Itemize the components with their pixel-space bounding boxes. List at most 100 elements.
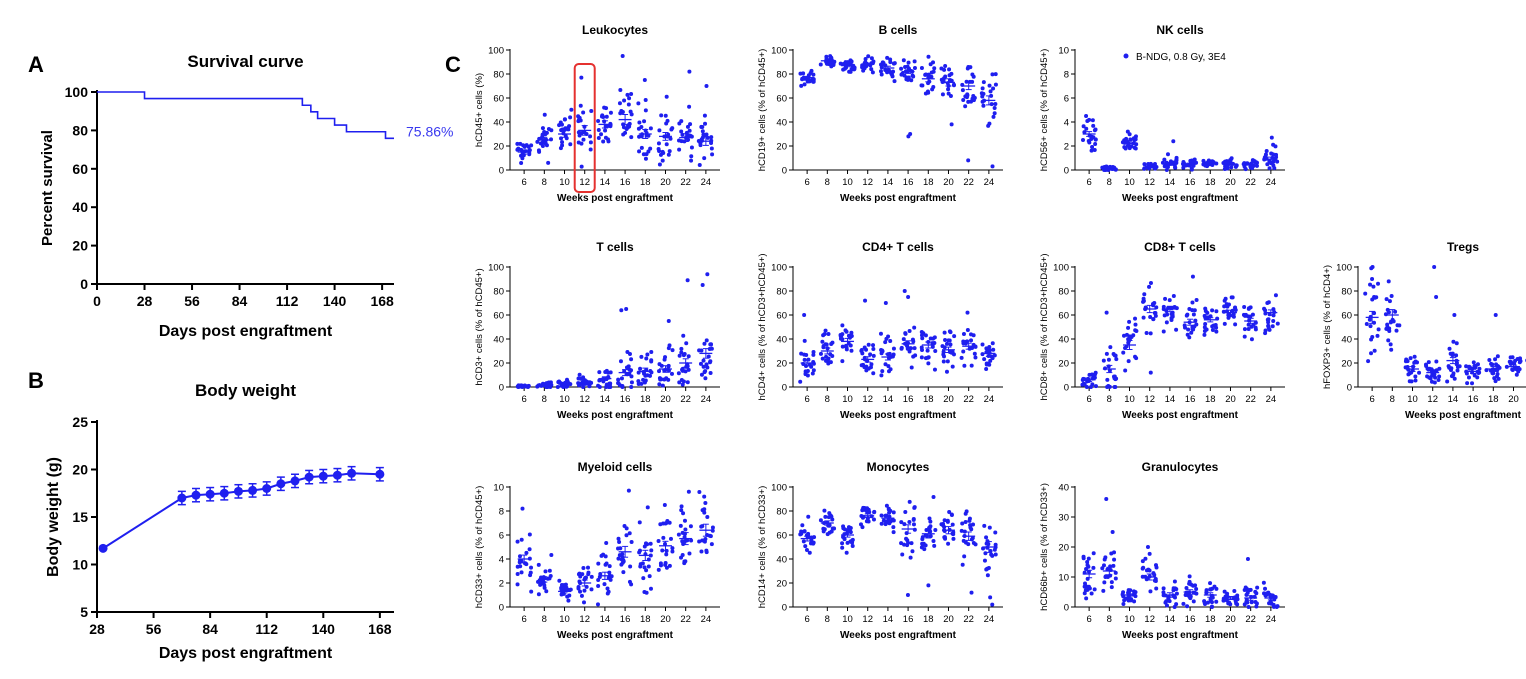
tregs-outlier-point xyxy=(1432,265,1436,269)
bcells-point xyxy=(943,64,947,68)
bcells-point xyxy=(973,96,977,100)
monocytes-point xyxy=(950,513,954,517)
granulocytes-point xyxy=(1265,591,1269,595)
bodyweight-x-tick-label: 140 xyxy=(312,621,336,637)
bcells-x-tick-label: 14 xyxy=(883,177,894,188)
leukocytes-point xyxy=(527,152,531,156)
tregs-point xyxy=(1433,380,1437,384)
myeloid-point xyxy=(649,542,653,546)
myeloid-point xyxy=(546,577,550,581)
bcells-point xyxy=(880,65,884,69)
bcells-point xyxy=(931,60,935,64)
cd4tcells-point xyxy=(861,363,865,367)
bodyweight-x-tick-label: 168 xyxy=(368,621,392,637)
cd8tcells-point xyxy=(1254,326,1258,330)
tcells-x-tick-label: 22 xyxy=(680,394,691,405)
tregs-point xyxy=(1470,381,1474,385)
bcells-point xyxy=(942,68,946,72)
leukocytes-point xyxy=(698,163,702,167)
monocytes-point xyxy=(800,523,804,527)
bcells-point xyxy=(961,98,965,102)
granulocytes-x-tick-label: 10 xyxy=(1124,614,1135,625)
bcells-x-tick-label: 6 xyxy=(804,177,809,188)
myeloid-point xyxy=(664,561,668,565)
granulocytes-point xyxy=(1193,583,1197,587)
cd8tcells-point xyxy=(1149,331,1153,335)
leukocytes-point xyxy=(568,115,572,119)
monocytes-point xyxy=(867,510,871,514)
monocytes-point xyxy=(928,520,932,524)
tregs-point xyxy=(1385,297,1389,301)
leukocytes-point xyxy=(541,144,545,148)
myeloid-point xyxy=(680,539,684,543)
cd8tcells-point xyxy=(1214,323,1218,327)
myeloid-point xyxy=(566,599,570,603)
bcells-point xyxy=(911,75,915,79)
monocytes-y-axis-label: hCD14+ cells (% of hCD33+) xyxy=(757,486,768,609)
cd4tcells-y-tick-label: 20 xyxy=(776,359,787,370)
cd4tcells-point xyxy=(840,359,844,363)
tregs-point xyxy=(1376,282,1380,286)
leukocytes-point xyxy=(627,103,631,107)
granulocytes-point xyxy=(1208,581,1212,585)
leukocytes-y-tick-label: 80 xyxy=(493,70,504,81)
granulocytes-outlier-point xyxy=(1104,497,1108,501)
tcells-point xyxy=(679,351,683,355)
monocytes-point xyxy=(892,530,896,534)
monocytes-point xyxy=(910,549,914,553)
cd4tcells-point xyxy=(949,330,953,334)
nkcells-y-tick-label: 4 xyxy=(1064,118,1069,129)
cd4tcells-point xyxy=(926,349,930,353)
bcells-x-tick-label: 20 xyxy=(943,177,954,188)
tcells-point xyxy=(589,381,593,385)
myeloid-point xyxy=(528,547,532,551)
cd8tcells-point xyxy=(1190,308,1194,312)
leukocytes-point xyxy=(515,142,519,146)
myeloid-point xyxy=(628,565,632,569)
tregs-point xyxy=(1467,365,1471,369)
cd4tcells-point xyxy=(868,352,872,356)
cd8tcells-point xyxy=(1112,376,1116,380)
bodyweight-x-tick-label: 112 xyxy=(255,621,278,637)
tcells-y-axis-label: hCD3+ cells (% of hCD45+) xyxy=(474,268,485,385)
myeloid-point xyxy=(710,542,714,546)
myeloid-point xyxy=(585,585,589,589)
granulocytes-point xyxy=(1172,586,1176,590)
bcells-point xyxy=(926,55,930,59)
granulocytes-point xyxy=(1090,592,1094,596)
granulocytes-point xyxy=(1173,579,1177,583)
granulocytes-point xyxy=(1254,591,1258,595)
leukocytes-outlier-point xyxy=(543,113,547,117)
monocytes-x-tick-label: 20 xyxy=(943,614,954,625)
tregs-point xyxy=(1393,310,1397,314)
cd8tcells-x-tick-label: 16 xyxy=(1185,394,1196,405)
leukocytes-point xyxy=(603,129,607,133)
leukocytes-point xyxy=(600,113,604,117)
tregs-point xyxy=(1437,378,1441,382)
panel-letter-b: B xyxy=(28,368,44,393)
leukocytes-point xyxy=(604,136,608,140)
tregs-point xyxy=(1492,376,1496,380)
cd4tcells-point xyxy=(941,344,945,348)
tcells-point xyxy=(637,382,641,386)
cd4tcells-point xyxy=(920,355,924,359)
bodyweight-point xyxy=(206,490,215,499)
cd8tcells-x-tick-label: 12 xyxy=(1144,394,1155,405)
myeloid-point xyxy=(657,539,661,543)
tcells-point xyxy=(664,376,668,380)
bcells-x-tick-label: 10 xyxy=(842,177,853,188)
cd8tcells-point xyxy=(1276,322,1280,326)
cd4tcells-point xyxy=(933,368,937,372)
myeloid-point xyxy=(580,594,584,598)
nkcells-point xyxy=(1273,144,1277,148)
monocytes-point xyxy=(830,529,834,533)
myeloid-point xyxy=(628,531,632,535)
nkcells-point xyxy=(1271,163,1275,167)
myeloid-point xyxy=(629,582,633,586)
cd8tcells-point xyxy=(1114,357,1118,361)
bcells-point xyxy=(990,102,994,106)
tcells-point xyxy=(679,347,683,351)
leukocytes-point xyxy=(523,145,527,149)
bodyweight-point xyxy=(220,489,229,498)
